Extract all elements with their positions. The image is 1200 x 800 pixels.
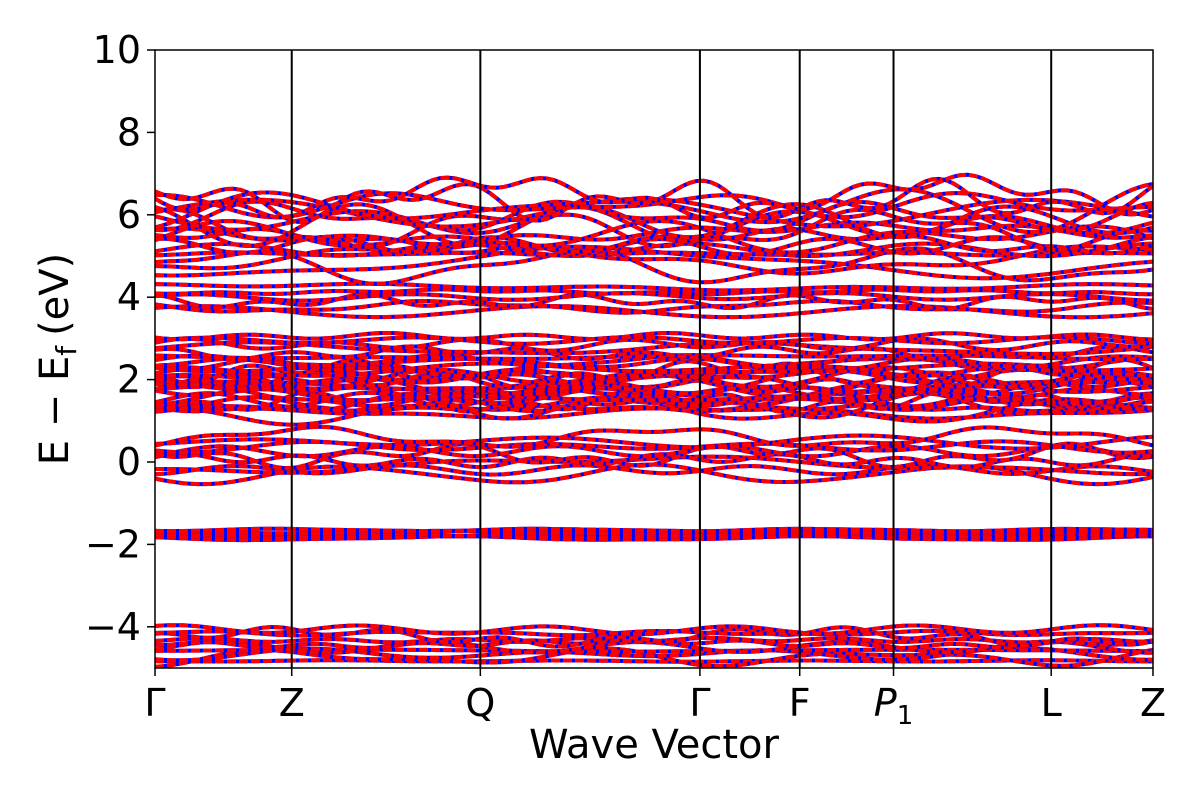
high-symmetry-lines	[290, 50, 1053, 668]
band-line-dashed	[155, 330, 1153, 342]
y-tick-label: 6	[117, 193, 141, 237]
band-line-solid	[155, 384, 1153, 403]
band-line-dashed	[155, 207, 1153, 252]
band-line-dashed	[155, 172, 1153, 220]
band-line-dashed	[155, 424, 1153, 449]
x-tick-label: L	[1041, 681, 1062, 725]
band-line-dashed	[155, 646, 1153, 668]
band-line-dashed	[155, 246, 1153, 286]
x-tick-label: F	[789, 681, 811, 725]
y-tick-label: −4	[85, 605, 141, 649]
band-line-dashed	[155, 534, 1153, 543]
band-line-dashed	[155, 287, 1153, 297]
band-line-dashed	[155, 176, 1153, 224]
band-line-dashed	[155, 353, 1153, 362]
band-line-dashed	[155, 441, 1153, 470]
band-line-dashed	[155, 367, 1153, 385]
y-axis-label: E − Ef (eV)	[32, 253, 83, 466]
y-axis-label-subscript: f	[50, 345, 83, 356]
y-axis-label-unit: (eV)	[32, 253, 78, 336]
band-line-dashed	[155, 218, 1153, 255]
band-line-dashed	[155, 658, 1153, 664]
band-line-dashed	[155, 462, 1153, 477]
x-axis-ticks: Γ Z Q Γ F P1 L Z	[144, 668, 1166, 731]
band-line-dashed	[155, 526, 1153, 534]
x-tick-label: Z	[279, 681, 305, 725]
y-tick-label: 0	[117, 440, 141, 484]
x-tick-label: Γ	[144, 681, 165, 725]
band-line-dashed	[155, 191, 1153, 220]
y-tick-label: 8	[117, 110, 141, 154]
band-line-dashed	[155, 454, 1153, 477]
bands-layer	[155, 172, 1153, 668]
x-tick-label: Γ	[689, 681, 710, 725]
band-line-dashed	[155, 298, 1153, 315]
band-line-dashed	[155, 391, 1153, 421]
y-axis-label-main: E − E	[32, 356, 78, 466]
band-line-solid	[155, 444, 1153, 459]
band-line-dashed	[155, 356, 1153, 379]
band-line-dashed	[155, 462, 1153, 487]
band-line-dashed	[155, 623, 1153, 637]
band-line-dashed	[155, 241, 1153, 276]
band-line-dashed	[155, 335, 1153, 346]
x-tick-label: Z	[1140, 681, 1166, 725]
y-tick-label: 2	[117, 358, 141, 402]
x-tick-label: P1	[874, 681, 913, 731]
x-axis-label: Wave Vector	[529, 722, 780, 768]
y-tick-label: 10	[93, 28, 141, 72]
band-line-dashed	[155, 439, 1153, 455]
band-line-dashed	[155, 340, 1153, 357]
y-axis-ticks: −4 −2 0 2 4 6 8 10	[85, 28, 155, 649]
band-line-dashed	[155, 250, 1153, 258]
y-tick-label: 4	[117, 275, 141, 319]
x-tick-label: Q	[465, 681, 495, 725]
plot-frame	[154, 49, 1154, 669]
band-line-dashed	[155, 433, 1153, 451]
band-line-dashed	[155, 353, 1153, 369]
y-tick-label: −2	[85, 522, 141, 566]
band-line-dashed	[155, 281, 1153, 293]
